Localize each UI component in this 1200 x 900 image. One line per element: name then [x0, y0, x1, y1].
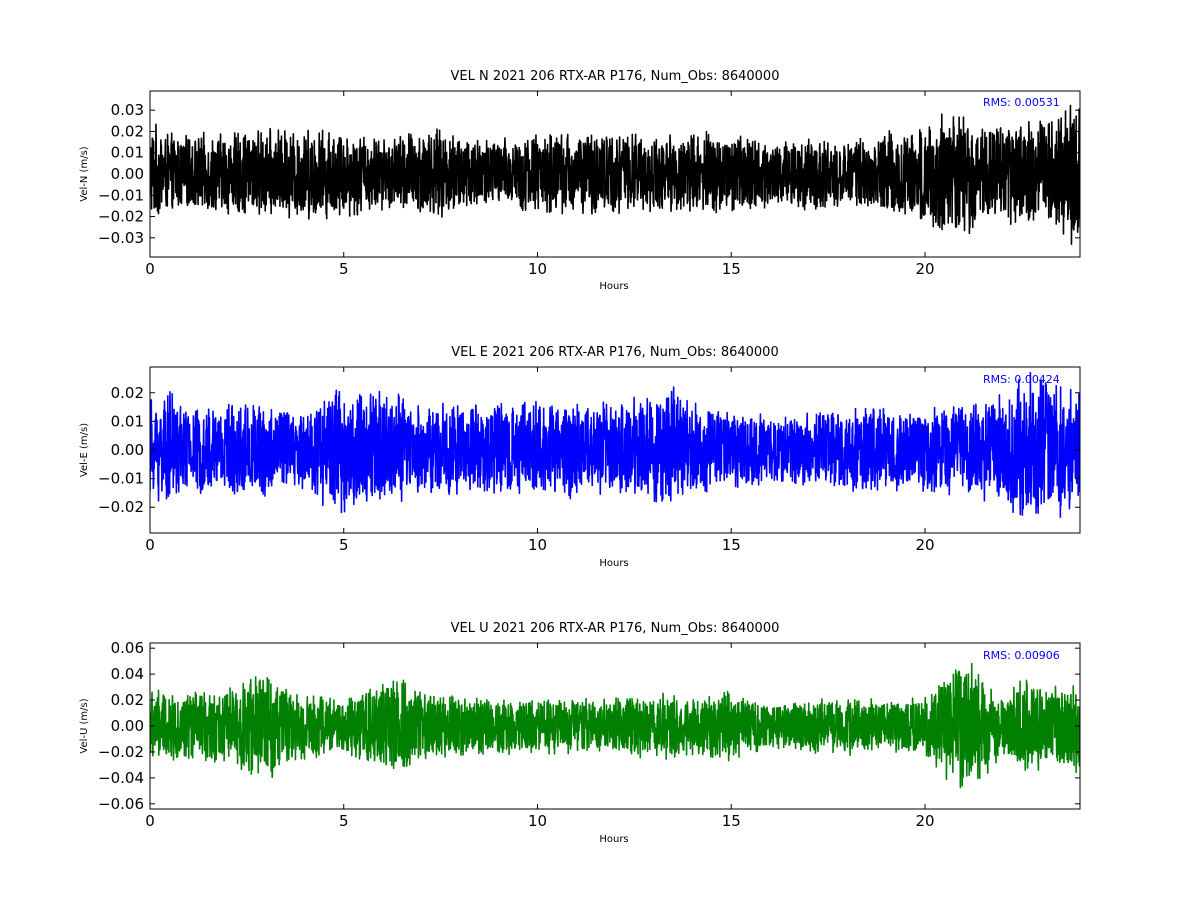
y-axis-label: Vel-N (m/s)	[79, 146, 90, 201]
y-tick-label: −0.02	[98, 498, 144, 516]
series-trace	[150, 662, 1080, 789]
series-line-vel-e	[150, 371, 1080, 519]
x-tick-label: 15	[722, 536, 741, 554]
y-tick-label: 0.01	[111, 144, 144, 162]
y-ticks: −0.03 −0.02 −0.01 0.00 0.01 0.02 0.03	[98, 101, 1080, 247]
y-tick-label: −0.04	[98, 769, 144, 787]
y-tick-label: 0.00	[111, 441, 144, 459]
y-tick-label: 0.03	[111, 101, 144, 119]
x-tick-label: 10	[528, 536, 547, 554]
y-tick-label: −0.03	[98, 229, 144, 247]
series-trace	[150, 104, 1080, 245]
rms-annotation: RMS: 0.00424	[983, 373, 1060, 386]
x-ticks: 0 5 10 15 20	[145, 643, 935, 830]
y-tick-label: 0.04	[111, 665, 144, 683]
series-line-vel-u	[150, 662, 1080, 789]
x-axis-label: Hours	[599, 834, 628, 845]
y-ticks: −0.06 −0.04 −0.02 0.00 0.02 0.04 0.06	[98, 639, 1080, 813]
rms-annotation: RMS: 0.00531	[983, 96, 1060, 109]
x-tick-label: 5	[339, 536, 349, 554]
y-tick-label: −0.01	[98, 186, 144, 204]
y-axis-label: Vel-U (m/s)	[79, 698, 90, 753]
x-tick-label: 15	[722, 260, 741, 278]
y-tick-label: 0.00	[111, 165, 144, 183]
y-tick-label: 0.02	[111, 122, 144, 140]
x-tick-label: 0	[145, 260, 155, 278]
panel-vel-n: VEL N 2021 206 RTX-AR P176, Num_Obs: 864…	[79, 69, 1081, 292]
x-axis-label: Hours	[599, 558, 628, 569]
x-tick-label: 5	[339, 260, 349, 278]
y-axis-label: Vel-E (m/s)	[79, 423, 90, 477]
x-tick-label: 0	[145, 812, 155, 830]
x-tick-label: 10	[528, 260, 547, 278]
x-tick-label: 20	[915, 260, 934, 278]
rms-annotation: RMS: 0.00906	[983, 649, 1060, 662]
x-tick-label: 20	[915, 812, 934, 830]
y-tick-label: 0.02	[111, 691, 144, 709]
x-tick-label: 20	[915, 536, 934, 554]
y-tick-label: −0.02	[98, 743, 144, 761]
x-tick-label: 15	[722, 812, 741, 830]
x-tick-label: 0	[145, 536, 155, 554]
plot-title: VEL N 2021 206 RTX-AR P176, Num_Obs: 864…	[451, 69, 780, 84]
series-line-vel-n	[150, 104, 1080, 245]
plot-title: VEL E 2021 206 RTX-AR P176, Num_Obs: 864…	[451, 345, 778, 360]
y-ticks: −0.02 −0.01 0.00 0.01 0.02	[98, 384, 1080, 516]
y-tick-label: −0.02	[98, 208, 144, 226]
series-trace	[150, 371, 1080, 519]
panel-vel-u: VEL U 2021 206 RTX-AR P176, Num_Obs: 864…	[79, 621, 1081, 845]
x-axis-label: Hours	[599, 281, 628, 292]
y-tick-label: 0.02	[111, 384, 144, 402]
x-ticks: 0 5 10 15 20	[145, 91, 935, 278]
y-tick-label: 0.00	[111, 717, 144, 735]
panel-vel-e: VEL E 2021 206 RTX-AR P176, Num_Obs: 864…	[79, 345, 1081, 569]
x-ticks: 0 5 10 15 20	[145, 367, 935, 554]
plot-title: VEL U 2021 206 RTX-AR P176, Num_Obs: 864…	[451, 621, 780, 636]
y-tick-label: −0.01	[98, 470, 144, 488]
x-tick-label: 5	[339, 812, 349, 830]
y-tick-label: −0.06	[98, 795, 144, 813]
y-tick-label: 0.01	[111, 412, 144, 430]
x-tick-label: 10	[528, 812, 547, 830]
y-tick-label: 0.06	[111, 639, 144, 657]
